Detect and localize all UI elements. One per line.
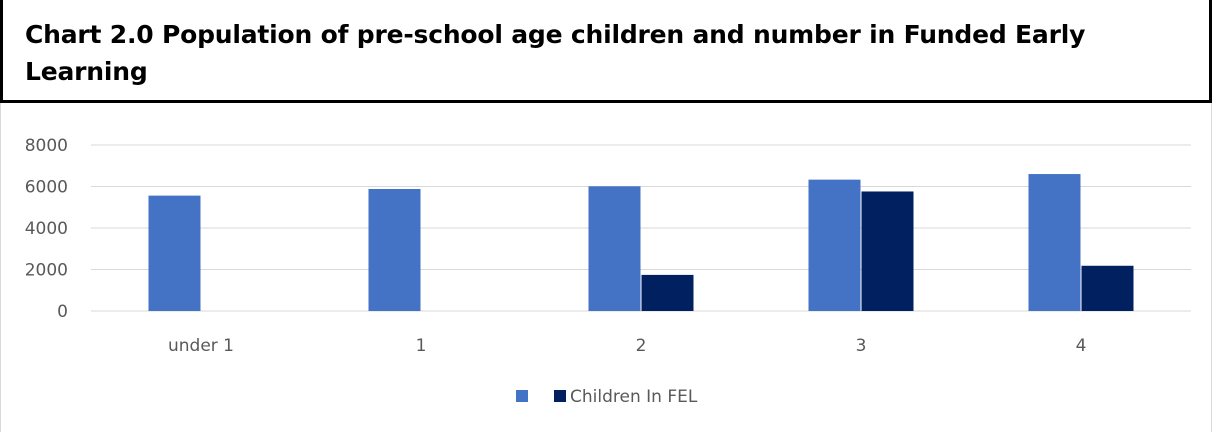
- bar-series1: [148, 195, 201, 311]
- bar-series1: [368, 188, 421, 311]
- y-tick-label: 6000: [25, 178, 68, 198]
- y-tick-label: 2000: [25, 261, 68, 281]
- x-tick-label: 4: [1076, 336, 1087, 356]
- x-tick-label: under 1: [168, 336, 234, 356]
- y-tick-label: 0: [57, 302, 68, 322]
- bar-series1: [808, 179, 861, 311]
- chart-frame: 0 2000 4000 6000 8000 under 1 1 2 3 4 Children In …: [0, 103, 1212, 432]
- bar-chart: 0 2000 4000 6000 8000 under 1 1 2 3 4 Children In …: [25, 136, 1191, 407]
- legend-swatch-children-in-fel: [554, 390, 566, 402]
- bar-series1: [1028, 174, 1081, 311]
- bar-series1: [588, 186, 641, 311]
- legend-label: Children In FEL: [570, 387, 698, 407]
- chart-title-box: Chart 2.0 Population of pre-school age c…: [0, 0, 1212, 103]
- bar-children-in-fel: [861, 191, 914, 311]
- x-tick-label: 2: [636, 336, 647, 356]
- x-tick-label: 3: [856, 336, 867, 356]
- bar-children-in-fel: [1081, 265, 1134, 311]
- legend-swatch-series1: [516, 390, 528, 402]
- bar-children-in-fel: [641, 274, 694, 311]
- chart-title: Chart 2.0 Population of pre-school age c…: [25, 20, 1086, 86]
- y-tick-label: 8000: [25, 136, 68, 156]
- x-tick-label: 1: [416, 336, 427, 356]
- y-tick-label: 4000: [25, 219, 68, 239]
